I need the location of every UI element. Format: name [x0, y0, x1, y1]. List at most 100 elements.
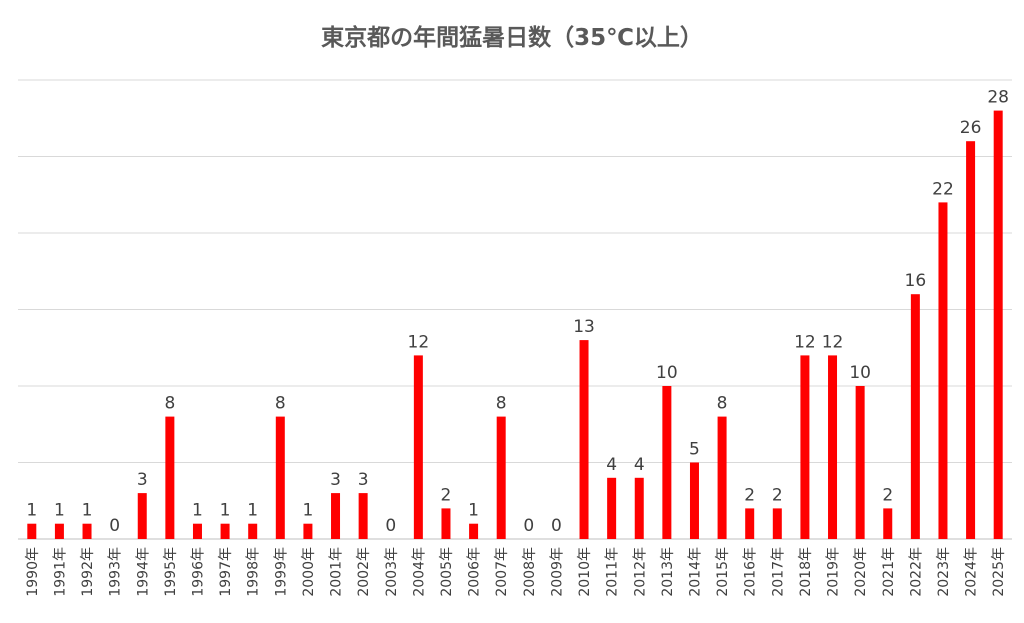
- x-tick-2005年: 2005年: [439, 547, 455, 597]
- data-label-1990年: 1: [26, 501, 37, 521]
- x-tick-2023年: 2023年: [936, 547, 952, 597]
- x-tick-2015年: 2015年: [715, 547, 731, 597]
- data-label-2017年: 2: [772, 485, 783, 505]
- data-label-1997年: 1: [220, 501, 231, 521]
- bars: [27, 110, 1003, 539]
- bar-2016年: [745, 508, 755, 539]
- x-tick-1998年: 1998年: [246, 547, 262, 597]
- x-tick-2017年: 2017年: [770, 547, 786, 597]
- bar-2000年: [303, 523, 313, 539]
- data-label-2020年: 10: [849, 363, 871, 383]
- x-tick-2020年: 2020年: [853, 547, 869, 597]
- data-label-2023年: 22: [932, 179, 954, 199]
- data-label-2015年: 8: [717, 394, 728, 414]
- data-label-2009年: 0: [551, 516, 562, 536]
- x-tick-2004年: 2004年: [411, 547, 427, 597]
- data-label-2005年: 2: [441, 485, 452, 505]
- bar-1999年: [275, 416, 285, 539]
- gridlines: [18, 79, 1012, 540]
- data-label-2011年: 4: [606, 455, 617, 475]
- x-tick-2021年: 2021年: [881, 547, 897, 597]
- bar-2018年: [800, 355, 810, 539]
- x-tick-2025年: 2025年: [991, 547, 1007, 597]
- x-tick-1996年: 1996年: [190, 547, 206, 597]
- bar-2014年: [689, 462, 699, 539]
- x-tick-2016年: 2016年: [743, 547, 759, 597]
- data-label-1998年: 1: [247, 501, 258, 521]
- data-label-2019年: 12: [822, 332, 844, 352]
- bar-2017年: [772, 508, 782, 539]
- x-tick-1992年: 1992年: [80, 547, 96, 597]
- data-label-2007年: 8: [496, 394, 507, 414]
- bar-1992年: [82, 523, 92, 539]
- bar-2002年: [358, 493, 368, 539]
- data-label-2022年: 16: [905, 271, 927, 291]
- x-tick-1999年: 1999年: [273, 547, 289, 597]
- bar-2005年: [441, 508, 451, 539]
- bar-2011年: [607, 477, 617, 539]
- bar-2025年: [993, 110, 1003, 539]
- x-tick-2007年: 2007年: [494, 547, 510, 597]
- x-tick-2002年: 2002年: [356, 547, 372, 597]
- bar-2024年: [966, 141, 976, 539]
- bar-2021年: [883, 508, 893, 539]
- x-tick-2010年: 2010年: [577, 547, 593, 597]
- x-tick-1993年: 1993年: [108, 547, 124, 597]
- x-tick-2012年: 2012年: [632, 547, 648, 597]
- bar-2015年: [717, 416, 727, 539]
- data-label-2012年: 4: [634, 455, 645, 475]
- data-label-1995年: 8: [164, 394, 175, 414]
- data-label-2021年: 2: [882, 485, 893, 505]
- data-label-2002年: 3: [358, 470, 369, 490]
- x-tick-1997年: 1997年: [218, 547, 234, 597]
- data-label-2016年: 2: [744, 485, 755, 505]
- bar-2012年: [634, 477, 644, 539]
- x-tick-1991年: 1991年: [52, 547, 68, 597]
- chart-title: 東京都の年間猛暑日数（35℃以上）: [321, 25, 703, 51]
- x-tick-2013年: 2013年: [660, 547, 676, 597]
- data-label-2003年: 0: [385, 516, 396, 536]
- data-label-2024年: 26: [960, 118, 982, 138]
- data-label-2013年: 10: [656, 363, 678, 383]
- data-label-2010年: 13: [573, 317, 595, 337]
- data-label-2014年: 5: [689, 440, 700, 460]
- bar-2019年: [828, 355, 838, 539]
- x-tick-1995年: 1995年: [163, 547, 179, 597]
- bar-2022年: [910, 294, 920, 539]
- bar-2006年: [469, 523, 479, 539]
- data-label-2025年: 28: [987, 88, 1009, 108]
- bar-2010年: [579, 340, 589, 539]
- x-tick-2006年: 2006年: [467, 547, 483, 597]
- data-label-2006年: 1: [468, 501, 479, 521]
- x-tick-2011年: 2011年: [605, 547, 621, 597]
- data-label-1996年: 1: [192, 501, 203, 521]
- x-tick-2000年: 2000年: [301, 547, 317, 597]
- x-tick-2022年: 2022年: [908, 547, 924, 597]
- bar-1994年: [137, 493, 147, 539]
- x-tick-labels: 1990年 1991年 1992年 1993年 1994年 1995年 1996年 1997年…: [25, 547, 1007, 597]
- data-label-2001年: 3: [330, 470, 341, 490]
- x-tick-1994年: 1994年: [135, 547, 151, 597]
- bar-2001年: [331, 493, 341, 539]
- x-tick-2008年: 2008年: [522, 547, 538, 597]
- data-label-1994年: 3: [137, 470, 148, 490]
- bar-1996年: [192, 523, 202, 539]
- data-label-1993年: 0: [109, 516, 120, 536]
- data-label-1992年: 1: [82, 501, 93, 521]
- x-tick-2009年: 2009年: [549, 547, 565, 597]
- data-label-2008年: 0: [523, 516, 534, 536]
- bar-1995年: [165, 416, 175, 539]
- x-tick-2024年: 2024年: [964, 547, 980, 597]
- x-tick-1990年: 1990年: [25, 547, 41, 597]
- x-tick-2019年: 2019年: [826, 547, 842, 597]
- bar-2023年: [938, 202, 948, 539]
- bar-2020年: [855, 386, 865, 539]
- bar-2004年: [413, 355, 423, 539]
- x-tick-2003年: 2003年: [384, 547, 400, 597]
- data-label-2004年: 12: [408, 332, 430, 352]
- bar-1991年: [54, 523, 64, 539]
- x-tick-2001年: 2001年: [329, 547, 345, 597]
- bar-1998年: [248, 523, 258, 539]
